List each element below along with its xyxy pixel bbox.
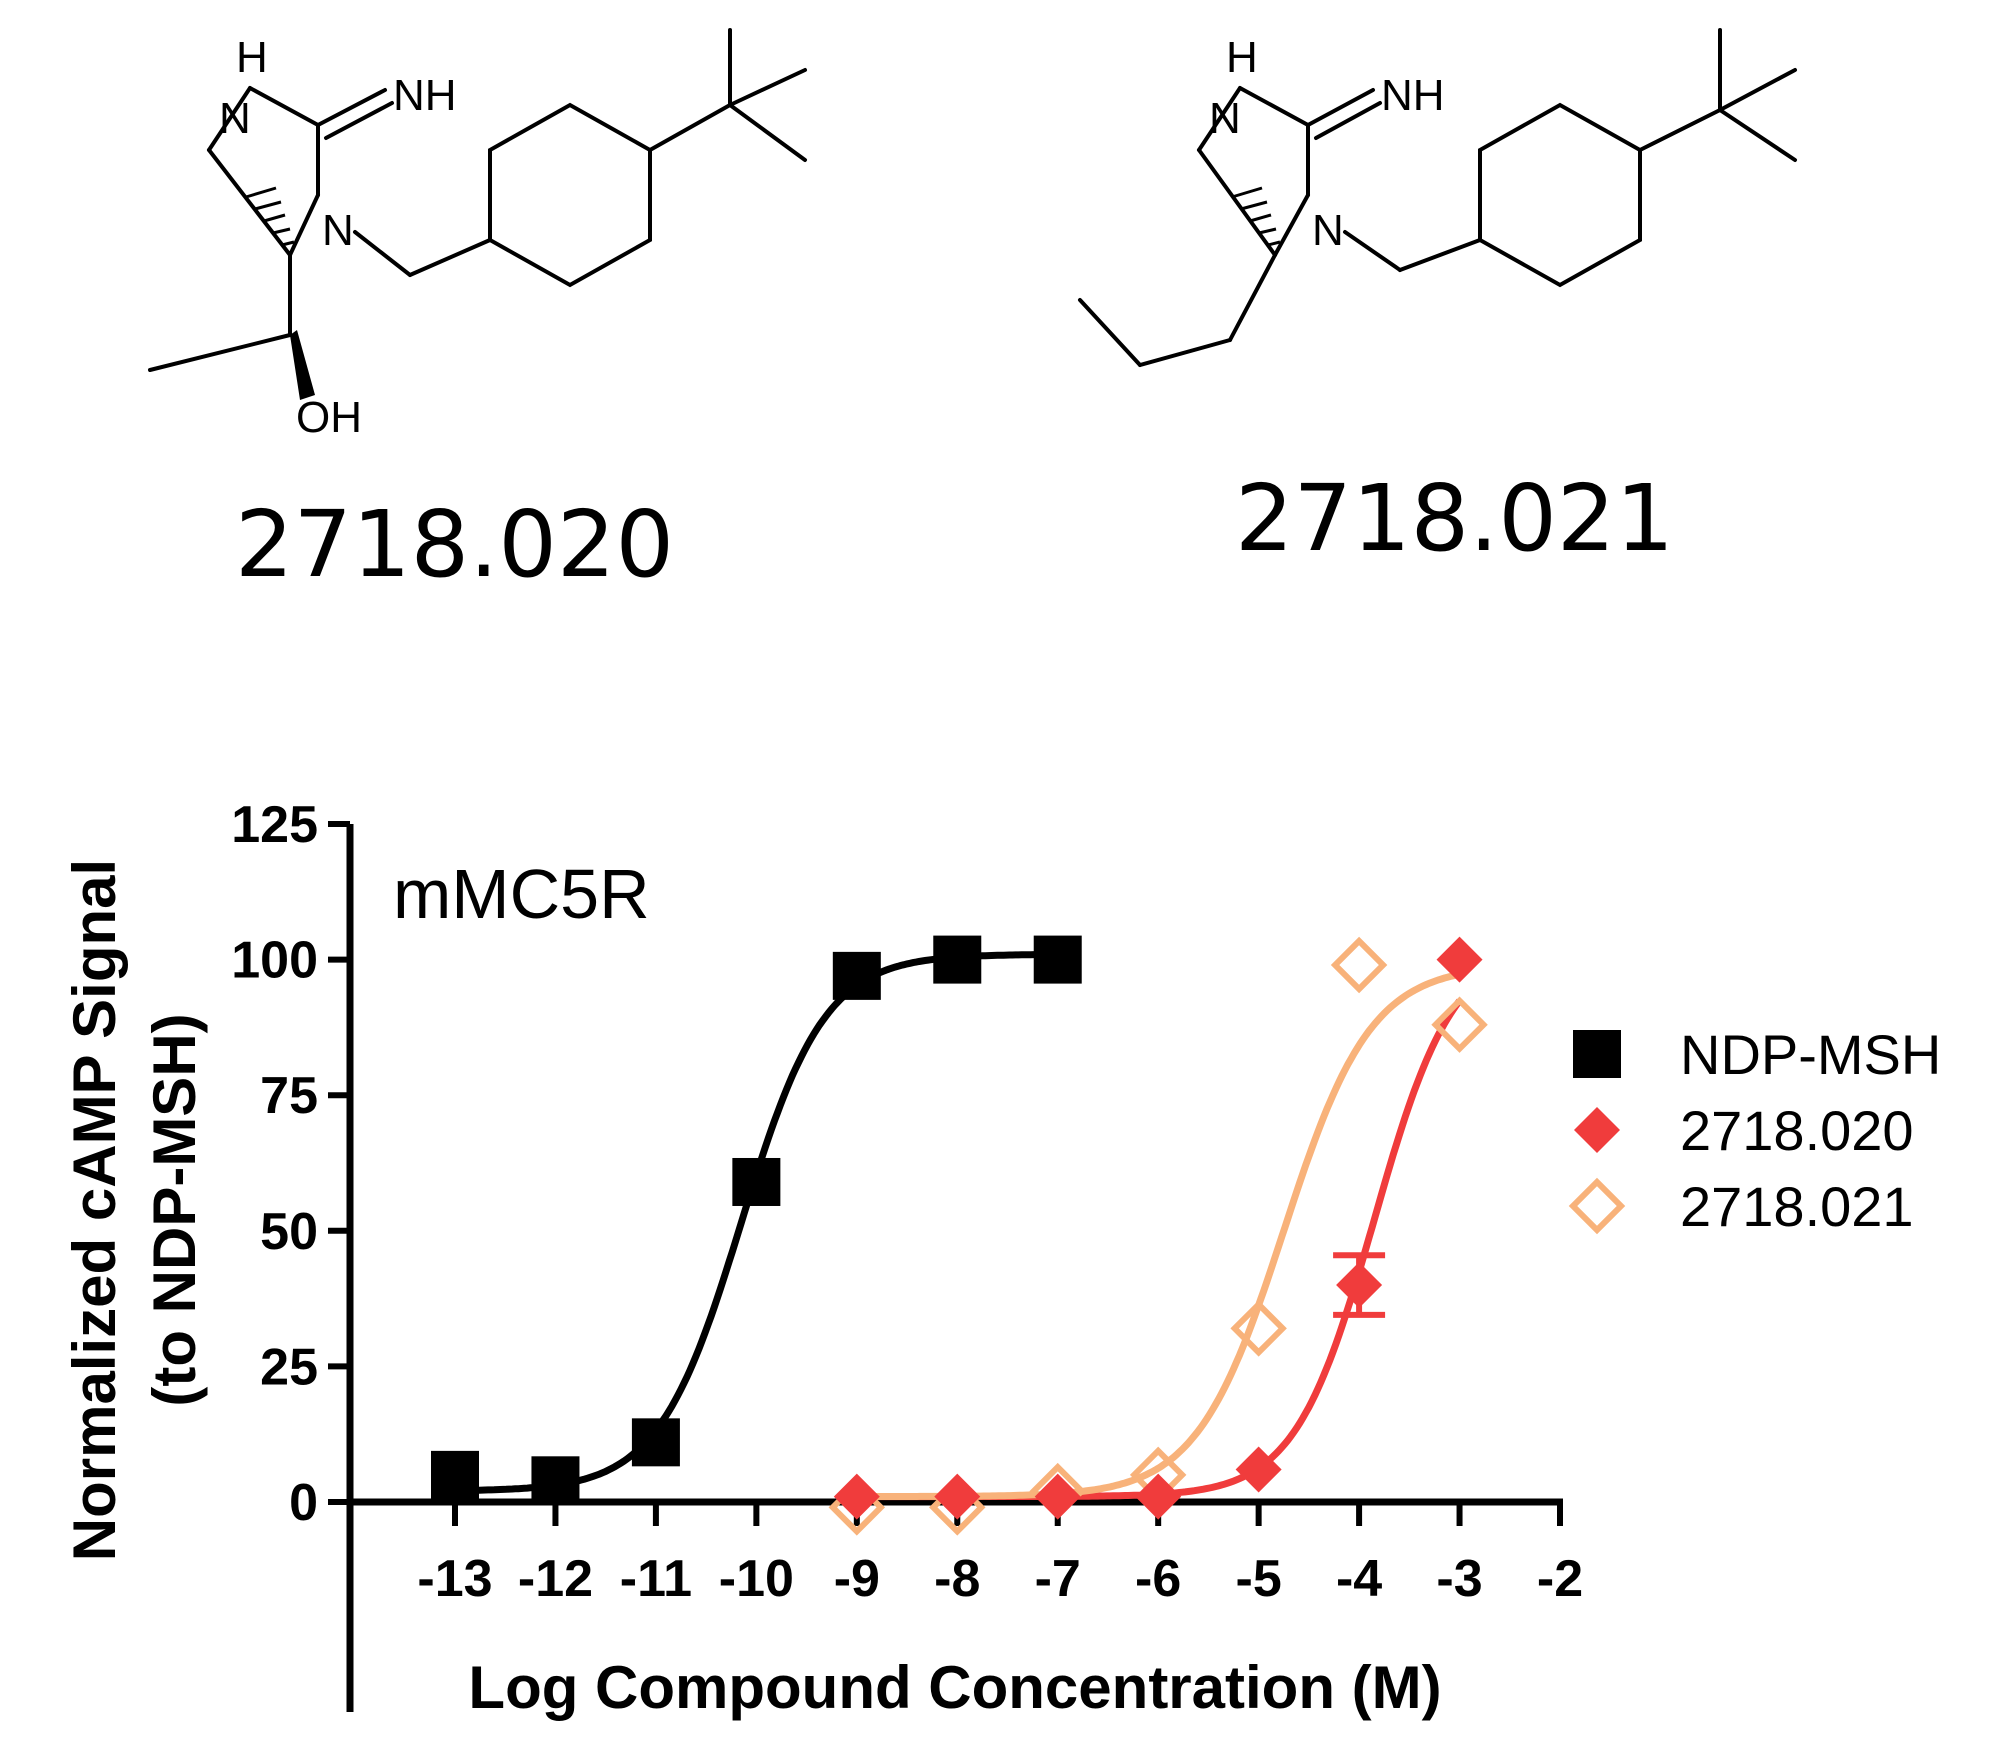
atom-h: H (236, 33, 268, 82)
y-tick-label: 125 (231, 796, 318, 854)
data-point-2718.020 (833, 1473, 880, 1520)
y-tick-label: 25 (260, 1338, 318, 1396)
atom-h: H (1226, 33, 1258, 82)
data-point-NDP-MSH (431, 1450, 479, 1499)
data-point-NDP-MSH (732, 1157, 781, 1206)
y-tick-label: 75 (260, 1067, 318, 1125)
structure-2718-020: H N NH N OH 2718.020 (148, 28, 807, 598)
y-tick-label: 0 (289, 1474, 318, 1532)
y-axis-title-line-1: Normalized cAMP Signal (61, 859, 128, 1561)
compound-label-2718-020: 2718.020 (235, 491, 674, 598)
atom-n-substituent: N (1312, 206, 1344, 255)
data-point-NDP-MSH (631, 1418, 680, 1467)
atom-nh-imine: NH (1381, 71, 1445, 120)
atom-n: N (1209, 94, 1241, 143)
data-point-2718.021 (1330, 936, 1388, 994)
data-point-NDP-MSH (1033, 935, 1082, 984)
dose-response-chart: 0 25 50 75 100 125 -13 -12 -11 -10 -9 -8 -7 -6 -5 -4 -3-… (61, 796, 1941, 1721)
x-tick-label: -8 (934, 1550, 980, 1608)
x-tick-label: -6 (1135, 1550, 1181, 1608)
data-point-2718.020 (1436, 936, 1483, 983)
data-point-2718.020 (1034, 1473, 1081, 1520)
chart-title: mMC5R (393, 855, 650, 933)
x-tick-label: -4 (1336, 1550, 1382, 1608)
data-markers (431, 935, 1488, 1536)
atom-oh: OH (296, 393, 362, 442)
data-point-NDP-MSH (832, 951, 881, 1000)
legend-label-0: NDP-MSH (1680, 1023, 1941, 1086)
fit-curves (455, 950, 1463, 1501)
data-point-2718.020 (934, 1473, 981, 1520)
structure-2718-021: H N NH N 2718.021 (1078, 28, 1797, 572)
legend-marker-0 (1573, 1030, 1621, 1078)
x-tick-label: -10 (719, 1550, 794, 1608)
fit-curve-1 (856, 998, 1463, 1501)
legend-marker-2 (1568, 1177, 1626, 1235)
data-point-2718.020 (1135, 1473, 1182, 1520)
x-tick-label: -12 (518, 1550, 593, 1608)
x-tick-label: -11 (620, 1550, 692, 1608)
x-tick-label: -7 (1035, 1550, 1081, 1608)
fit-curve-0 (455, 950, 1058, 1495)
y-axis-title-line-2: (to NDP-MSH) (141, 1013, 208, 1406)
atom-n: N (219, 94, 251, 143)
legend-label-1: 2718.020 (1680, 1099, 1914, 1162)
x-axis-title: Log Compound Concentration (M) (468, 1654, 1441, 1721)
atom-n-substituent: N (322, 206, 354, 255)
data-point-NDP-MSH (531, 1456, 580, 1505)
x-tick-label: -13 (417, 1550, 492, 1608)
y-tick-label: 100 (231, 932, 318, 990)
x-tick-label: -9 (834, 1550, 880, 1608)
legend-marker-1 (1574, 1107, 1620, 1153)
legend-label-2: 2718.021 (1680, 1175, 1914, 1238)
x-tick-label: -5 (1236, 1550, 1282, 1608)
data-point-2718.020 (1336, 1262, 1383, 1309)
atom-nh-imine: NH (393, 71, 457, 120)
data-point-2718.021 (1431, 996, 1488, 1053)
data-point-2718.021 (1230, 1300, 1287, 1357)
x-tick-label: -3 (1436, 1550, 1482, 1608)
x-tick-label: -2 (1537, 1550, 1583, 1608)
data-point-2718.020 (1235, 1446, 1282, 1493)
data-point-NDP-MSH (933, 935, 982, 984)
compound-label-2718-021: 2718.021 (1235, 465, 1674, 572)
y-tick-label: 50 (260, 1203, 318, 1261)
legend: NDP-MSH 2718.020 2718.021 (1568, 1023, 1941, 1238)
